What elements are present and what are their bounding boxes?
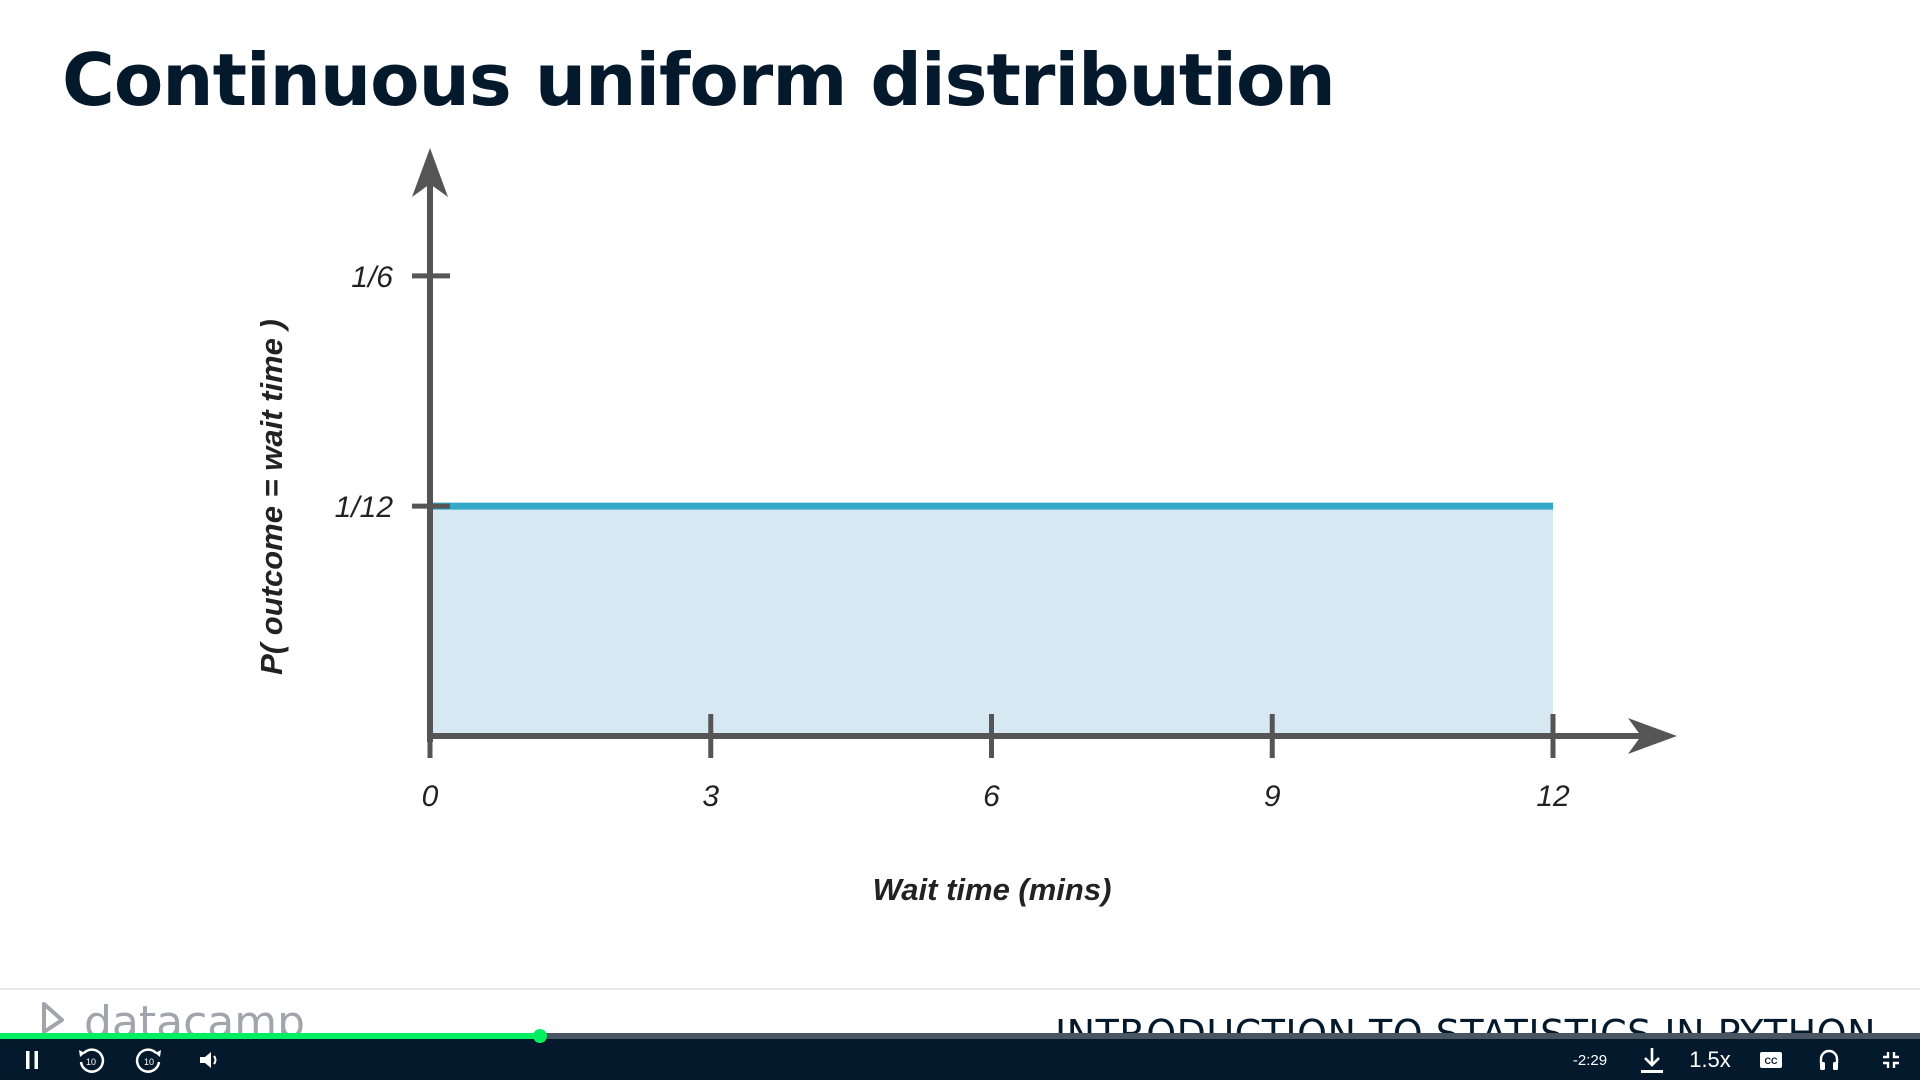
y-tick-label: 1/6 [351, 261, 393, 294]
video-player-bar [0, 1035, 1920, 1080]
y-tick-label: 1/12 [335, 491, 394, 524]
audio-button[interactable] [1814, 1043, 1844, 1077]
download-icon [1641, 1048, 1663, 1073]
slide-title: Continuous uniform distribution [62, 38, 1336, 122]
svg-text:10: 10 [86, 1057, 96, 1067]
progress-bar[interactable] [0, 1029, 1920, 1043]
volume-icon [200, 1052, 217, 1068]
x-tick-label: 12 [1536, 780, 1570, 813]
progress-handle[interactable] [532, 1029, 547, 1043]
slide: Continuous uniform distribution 0 3 6 9 12 1/… [0, 38, 1920, 1035]
x-tick-label: 6 [983, 780, 1000, 813]
logo-text: datacamp [84, 996, 306, 1036]
x-tick-label: 3 [702, 780, 719, 813]
footer-divider [0, 988, 1920, 990]
y-axis-label: P( outcome = wait time ) [254, 319, 289, 675]
download-button[interactable] [1636, 1043, 1668, 1077]
rewind-10-button[interactable]: 10 [74, 1043, 108, 1077]
course-title: INTRODUCTION TO STATISTICS IN PYTHON [1054, 1012, 1876, 1035]
distribution-area [430, 506, 1553, 736]
exit-fullscreen-button[interactable] [1876, 1043, 1906, 1077]
x-tick-label: 9 [1264, 780, 1281, 813]
svg-text:10: 10 [144, 1057, 154, 1067]
captions-button[interactable]: CC [1756, 1043, 1786, 1077]
datacamp-logo-icon [42, 1002, 64, 1035]
time-remaining: -2:29 [1572, 1051, 1608, 1069]
x-tick-label: 0 [422, 780, 439, 813]
volume-button[interactable] [196, 1043, 224, 1077]
y-axis-arrow [412, 148, 448, 197]
playback-speed-button[interactable]: 1.5x [1689, 1047, 1731, 1072]
audio-icon [1819, 1049, 1839, 1070]
captions-icon: CC [1760, 1052, 1782, 1068]
svg-text:CC: CC [1765, 1056, 1778, 1066]
x-axis-label: Wait time (mins) [873, 872, 1112, 907]
exit-fullscreen-icon [1883, 1052, 1899, 1068]
forward-10-button[interactable]: 10 [132, 1043, 166, 1077]
datacamp-logo: datacamp [40, 997, 305, 1035]
x-axis-arrow [1628, 718, 1677, 754]
pause-icon [26, 1051, 38, 1069]
chart: 0 3 6 9 12 1/12 1/6 Wait time (mins) P( outcome … [254, 148, 1677, 907]
rewind-10-icon: 10 [79, 1048, 105, 1073]
forward-10-icon: 10 [135, 1048, 161, 1073]
pause-button[interactable] [18, 1043, 46, 1077]
progress-fill [0, 1033, 540, 1039]
